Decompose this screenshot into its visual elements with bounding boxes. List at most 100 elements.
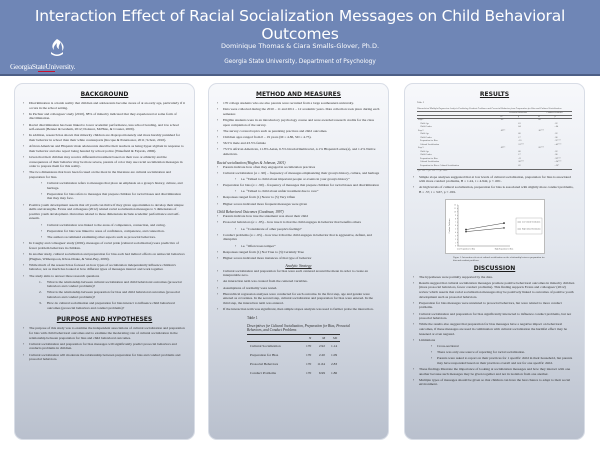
child-outcomes-label: Child Behavioral Outcomes (Goodman, 1997…	[217, 210, 284, 215]
method-heading: METHOD AND MEASURES	[255, 91, 342, 98]
list-item: i.e. “Talked to child about important pe…	[217, 177, 380, 182]
table-row: Preparation for Bias -.10.31***	[420, 140, 561, 143]
column-header: SD	[328, 333, 341, 342]
svg-text:3: 3	[455, 235, 456, 237]
discussion-heading: DISCUSSION	[473, 264, 516, 272]
list-item: Multiple types of messages should be giv…	[413, 378, 576, 387]
list-item: In Caughy and colleagues' study (2002), …	[23, 241, 186, 250]
list-item: While much of the research has focused o…	[23, 263, 186, 272]
list-item: In Pachter and colleagues' study (2010),…	[23, 112, 186, 121]
svg-text:Conduct Problems: Conduct Problems	[449, 218, 451, 233]
list-item: 56.5% male and 43.5% female	[217, 141, 380, 146]
list-item: Higher scores indicated more frequent me…	[217, 202, 380, 207]
list-item: African American and Hispanic male adole…	[23, 144, 186, 153]
column-header	[247, 333, 303, 342]
list-item: 170 college students who are also parent…	[217, 101, 380, 106]
logo-wordmark: GeorgiaStateUniversity.	[10, 62, 76, 71]
list-item: In another study, cultural socialization…	[23, 252, 186, 261]
logo-underline	[38, 71, 55, 72]
list-item: i.e. “Considerate of other people's feel…	[217, 227, 380, 232]
poster-affiliation: Georgia State University, Department of …	[224, 59, 376, 65]
column-header: β	[516, 114, 537, 120]
poster-title: Interaction Effect of Racial Socializati…	[34, 7, 566, 43]
list-item: Discrimination is a harsh reality that c…	[23, 101, 186, 110]
regression-table-grid: Prosocial Behaviors Conduct Problems R² …	[417, 111, 572, 168]
list-item: Racial discrimination has been linked to…	[23, 123, 186, 132]
column-header: M	[314, 333, 328, 342]
list-item: Cultural socialization will moderate the…	[23, 353, 186, 362]
column-header: N	[303, 333, 315, 342]
table1-caption: Table 1	[247, 315, 258, 320]
results-heading: RESULTS	[479, 91, 510, 98]
table-row: Cultural Socialization .31*** -.42***	[420, 143, 562, 146]
interaction-chart: 0 1 2 3 4 5 6 7 8 9 10 11 12 Conduct Problems Low Prep…	[444, 198, 545, 254]
flame-icon	[51, 39, 64, 56]
list-item: If the interaction term was significant,…	[217, 307, 380, 312]
table-row: Step 2.09** .16***	[418, 129, 544, 132]
list-item: Prosocial behaviors (α = .85) – how true…	[217, 220, 380, 225]
list-item: Cultural socialization refers to message…	[23, 181, 186, 190]
table-row: Preparation for Bias x Cultural Socializ…	[420, 164, 560, 167]
list-item: While the results also suggest that prep…	[413, 322, 576, 336]
list-item: Cultural socialization and preparation f…	[23, 342, 186, 351]
list-item: Simple slope analyses suggested that at …	[413, 175, 576, 184]
svg-text:10: 10	[454, 211, 456, 213]
svg-text:4: 4	[455, 232, 456, 234]
list-item: The survey covered topics such as parent…	[217, 129, 380, 134]
table-row: Cultural Socialization .30*** -.34***	[420, 161, 562, 164]
table-row: Child Gender .17.06	[420, 154, 558, 157]
table2-caption: Table 2	[417, 101, 425, 104]
table-row: Child Age .00.02	[420, 133, 558, 136]
list-item: At high levels of cultural socialization…	[413, 185, 576, 194]
table-row: Cultural Socialization 170 2.92 1.14	[250, 344, 338, 349]
list-item: 73.5% African American, 11.8% Asian, 6.5…	[217, 147, 380, 156]
list-item: Preparation for bias messages were unrel…	[413, 301, 576, 310]
background-list-pyd: Positive youth development asserts that …	[23, 203, 186, 221]
list-item: i.e. “Often loses temper”	[217, 244, 380, 249]
list-item: Cultural socialization and preparation f…	[413, 312, 576, 321]
limitations-list: Cross-sectional There was only one sourc…	[413, 344, 576, 366]
table-row: Child Gender .04 -.04	[420, 126, 559, 129]
child-list: Parents indicate how true the statement …	[217, 214, 380, 225]
svg-text:9: 9	[455, 215, 456, 217]
poster-authors: Dominique Thomas & Ciara Smalls-Glover, …	[220, 42, 380, 50]
svg-text:5: 5	[455, 228, 456, 230]
list-item: Responses ranged from (1) Never to (5) V…	[217, 195, 380, 200]
svg-text:0: 0	[455, 245, 456, 247]
descriptives-table: N M SD Cultural Socialization 170 2.92 1.14…	[247, 333, 341, 377]
child-list-3: Responses ranged from (1) Not True to (3…	[217, 250, 380, 261]
child-list-2: Conduct problems (α = .65) – how true it…	[217, 233, 380, 242]
table-row: Step 3.09** .20***	[418, 147, 544, 150]
list-item: Hierarchical regression analyses were co…	[217, 292, 380, 306]
table-row: Child Gender .17.06	[420, 136, 558, 139]
list-item: Preparation for bias refers to messages …	[23, 192, 186, 201]
list-item: Cultural socialization was linked to the…	[23, 223, 186, 228]
background-heading: BACKGROUND	[80, 91, 129, 98]
list-item: There was only one source of reporting f…	[413, 350, 576, 355]
list-item: In addition, research has shown that min…	[23, 133, 186, 142]
racial-list: Parents indicate how often they engaged …	[217, 165, 380, 176]
table-row: Preparation for Bias 170 2.20 1.09	[250, 353, 338, 358]
list-item: Data were collected during the 2010 – 11…	[217, 107, 380, 116]
column-header: β	[553, 114, 572, 120]
list-item: i.e. “Talked to child about unfair treat…	[217, 189, 380, 194]
table-row: Child Age .00.02	[420, 150, 558, 153]
list-item: An interaction term was created from the…	[217, 279, 380, 284]
list-item: Results suggest that cultural socializat…	[413, 281, 576, 299]
list-item: Preparation for bias (α = .90) – frequen…	[217, 183, 380, 188]
racial-list-3: Responses ranged from (1) Never to (5) V…	[217, 195, 380, 206]
column-header	[417, 114, 500, 120]
list-item: 1. What is the relationship between cultu…	[39, 279, 182, 289]
svg-text:8: 8	[455, 218, 456, 220]
racial-sublist-1: i.e. “Talked to child about important pe…	[217, 177, 380, 182]
list-item: Cross-sectional	[413, 344, 576, 349]
svg-text:12: 12	[454, 204, 456, 206]
table-row: Step 1.00.00	[418, 119, 541, 122]
column-header: R²	[536, 114, 554, 120]
svg-text:2: 2	[455, 239, 456, 241]
list-item: 2. What is the relationship between prepa…	[39, 290, 180, 300]
svg-text:6: 6	[455, 225, 456, 227]
list-item: Conduct problems (α = .65) – how true it…	[217, 233, 380, 242]
figure-caption: Figure 1. Interaction effects of cultura…	[453, 255, 545, 262]
